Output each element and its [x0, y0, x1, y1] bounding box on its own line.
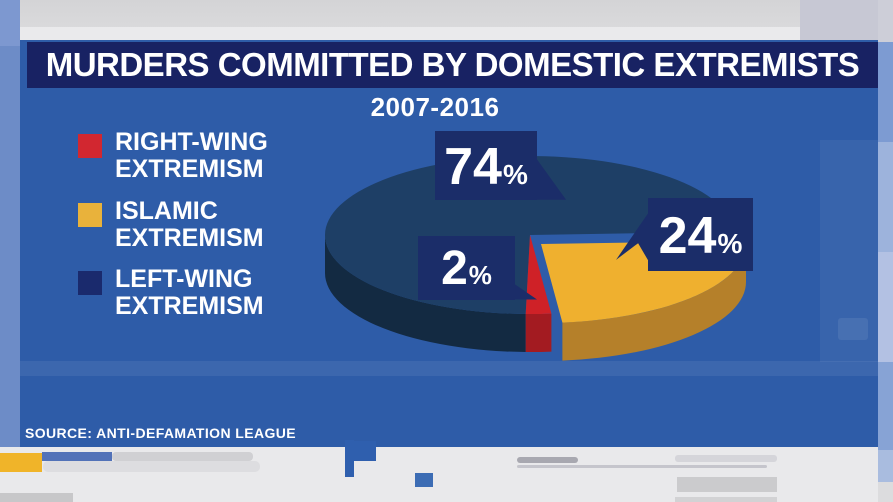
legend-item-right-wing: RIGHT-WING EXTREMISM: [78, 129, 268, 183]
right-edge-block: [878, 252, 893, 362]
title-bar: MURDERS COMMITTED BY DOMESTIC EXTREMISTS: [27, 42, 878, 88]
decor-gray-bar: [43, 461, 260, 472]
percent-sign: %: [468, 260, 492, 290]
right-edge-block: [878, 482, 893, 502]
background-top-right-block: [800, 0, 893, 40]
decor-gray-bar: [675, 455, 777, 462]
callout-2-percent: 2 %: [418, 236, 515, 300]
percent-sign: %: [502, 159, 528, 190]
legend-item-islamic: ISLAMIC EXTREMISM: [78, 198, 264, 252]
decor-gray-bar: [0, 493, 73, 502]
decor-blue-square: [415, 473, 433, 487]
decor-blue-tab: [345, 441, 376, 461]
right-edge-block: [878, 450, 893, 482]
decor-gray-bar: [675, 497, 777, 502]
callout-number: 24: [658, 207, 717, 265]
legend-label: RIGHT-WING EXTREMISM: [115, 128, 268, 183]
background-top-band: [20, 27, 893, 40]
background-left-strip-top: [0, 0, 20, 46]
legend-swatch-navy: [78, 271, 102, 295]
decor-gray-line: [517, 465, 767, 468]
legend-label: LEFT-WING EXTREMISM: [115, 265, 264, 320]
decor-gray-bar: [112, 452, 253, 461]
callout-number: 2: [441, 242, 468, 295]
right-edge-block: [878, 0, 893, 42]
decor-yellow-block: [0, 453, 42, 472]
callout-number: 74: [444, 138, 502, 196]
right-edge-block: [878, 362, 893, 450]
right-edge-block: [878, 142, 893, 252]
source-attribution: SOURCE: ANTI-DEFAMATION LEAGUE: [25, 425, 296, 441]
legend-item-left-wing: LEFT-WING EXTREMISM: [78, 266, 264, 320]
legend-label: ISLAMIC EXTREMISM: [115, 197, 264, 252]
panel-light-patch: [820, 140, 878, 362]
legend-swatch-yellow: [78, 203, 102, 227]
decor-blue-bar: [42, 452, 112, 461]
page-title: MURDERS COMMITTED BY DOMESTIC EXTREMISTS: [45, 46, 860, 83]
panel-light-band: [20, 361, 878, 376]
decor-gray-bar: [677, 477, 777, 492]
callout-74-percent: 74 %: [435, 131, 537, 200]
panel-faint-glyph: [838, 318, 868, 340]
percent-sign: %: [717, 228, 743, 259]
right-edge-block: [878, 42, 893, 142]
decor-gray-bar: [517, 457, 578, 463]
callout-24-percent: 24 %: [648, 198, 753, 271]
background-left-strip: [0, 0, 20, 456]
subtitle-years: 2007-2016: [370, 92, 500, 122]
legend-swatch-red: [78, 134, 102, 158]
